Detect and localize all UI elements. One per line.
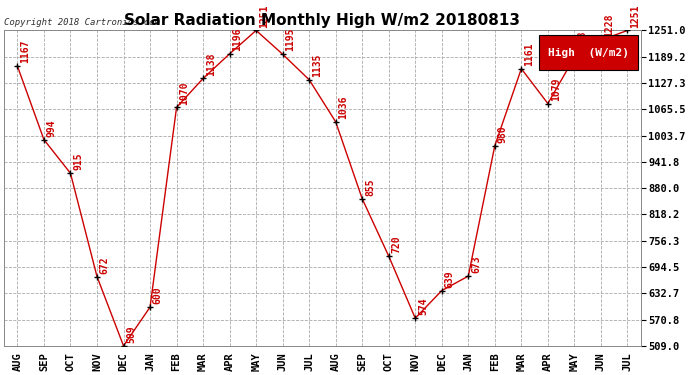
- Text: 672: 672: [100, 256, 110, 274]
- Text: 1251: 1251: [259, 4, 269, 28]
- Text: Copyright 2018 Cartronics.com: Copyright 2018 Cartronics.com: [4, 18, 160, 27]
- Text: 1135: 1135: [312, 54, 322, 77]
- Text: 915: 915: [73, 153, 83, 171]
- Text: 980: 980: [497, 125, 508, 143]
- Text: 1079: 1079: [551, 77, 561, 101]
- Text: 855: 855: [365, 178, 375, 196]
- Text: 1196: 1196: [233, 27, 242, 51]
- Text: High  (W/m2): High (W/m2): [548, 48, 629, 57]
- Title: Solar Radiation Monthly High W/m2 20180813: Solar Radiation Monthly High W/m2 201808…: [124, 13, 520, 28]
- Text: 509: 509: [126, 326, 137, 343]
- Text: 673: 673: [471, 256, 481, 273]
- Text: 1188: 1188: [577, 31, 587, 54]
- Text: 1070: 1070: [179, 81, 189, 105]
- Text: 1167: 1167: [20, 40, 30, 63]
- Text: 1138: 1138: [206, 52, 216, 76]
- Text: 720: 720: [391, 236, 402, 254]
- Text: 600: 600: [152, 287, 163, 304]
- Text: 1195: 1195: [286, 28, 295, 51]
- Text: 639: 639: [444, 270, 455, 288]
- Text: 574: 574: [418, 298, 428, 315]
- Text: 1251: 1251: [630, 4, 640, 28]
- Text: 1161: 1161: [524, 42, 534, 66]
- FancyBboxPatch shape: [539, 35, 638, 70]
- Text: 1228: 1228: [604, 14, 613, 38]
- Text: 994: 994: [47, 119, 57, 137]
- Text: 1036: 1036: [339, 96, 348, 119]
